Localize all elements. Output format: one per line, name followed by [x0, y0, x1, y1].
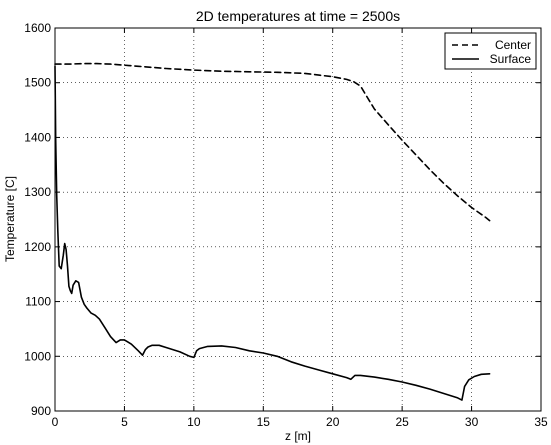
series-lines [54, 62, 491, 401]
y-axis-label: Temperature [C] [3, 176, 17, 262]
legend-label-center: Center [495, 38, 531, 52]
y-tick-label: 1500 [24, 76, 51, 90]
plot-background [55, 28, 541, 411]
legend: Center Surface [444, 32, 537, 70]
axis-ticks: 0 5 10 15 20 25 30 35 900 1000 1100 1200 1300 1400 150… [24, 21, 548, 429]
grid [55, 28, 541, 411]
y-tick-label: 1000 [24, 349, 51, 363]
series-line-center [54, 62, 491, 222]
y-tick-label: 1100 [25, 295, 51, 309]
x-tick-label: 35 [534, 415, 548, 429]
y-tick-label: 1300 [24, 185, 51, 199]
x-tick-label: 25 [395, 415, 409, 429]
series-line-surface [54, 65, 491, 401]
x-tick-label: 0 [52, 415, 59, 429]
x-tick-label: 5 [121, 415, 128, 429]
x-tick-label: 20 [326, 415, 340, 429]
legend-label-surface: Surface [490, 52, 532, 66]
x-tick-label: 30 [465, 415, 479, 429]
y-tick-label: 1400 [24, 130, 51, 144]
legend-box [444, 32, 537, 70]
chart-title: 2D temperatures at time = 2500s [196, 8, 400, 24]
y-tick-label: 900 [31, 404, 51, 418]
y-tick-label: 1600 [24, 21, 51, 35]
x-tick-label: 15 [257, 415, 271, 429]
x-tick-label: 10 [187, 415, 201, 429]
y-tick-label: 1200 [24, 240, 51, 254]
plot-frame [54, 27, 542, 412]
x-axis-label: z [m] [285, 429, 311, 443]
